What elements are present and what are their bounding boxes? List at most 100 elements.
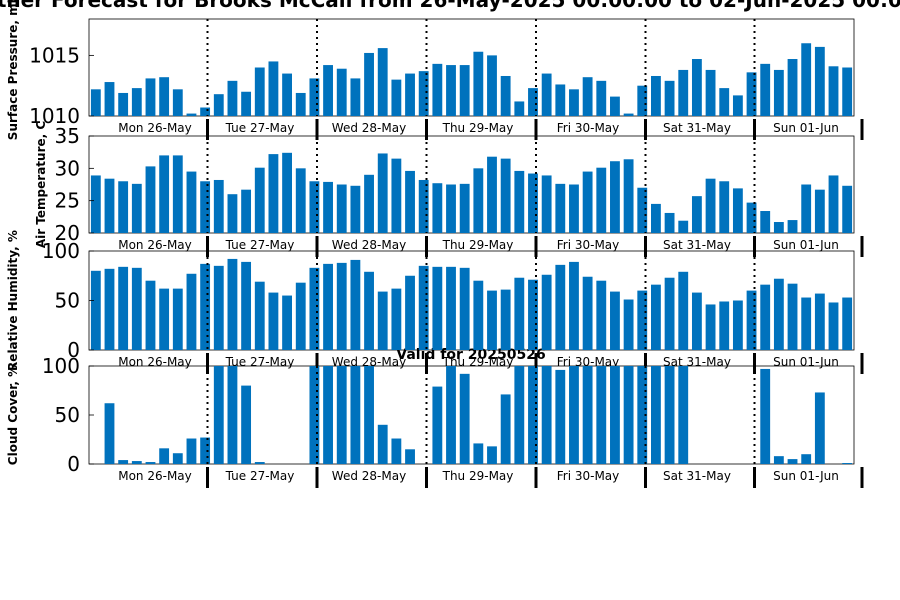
chart-title: Weather Forecast for Brooks McCall from … — [0, 0, 900, 12]
bar — [746, 290, 757, 350]
bar — [104, 403, 115, 464]
bar — [637, 290, 648, 350]
bar — [514, 170, 525, 233]
bar — [405, 449, 415, 464]
bar — [254, 167, 265, 233]
bar — [405, 275, 415, 350]
day-label: Mon 26-May — [118, 355, 192, 369]
bar — [664, 212, 675, 233]
bar — [541, 274, 552, 350]
y-tick-label: 0 — [67, 452, 80, 476]
bar — [118, 181, 129, 233]
day-label: Sun 01-Jun — [773, 121, 839, 135]
bar — [801, 297, 812, 350]
bar — [760, 63, 771, 116]
bar — [446, 266, 456, 350]
bar — [350, 366, 361, 464]
bar — [118, 266, 129, 350]
bar — [678, 220, 689, 233]
bar — [582, 77, 593, 116]
panel-frame — [88, 135, 855, 234]
bar — [610, 161, 620, 233]
panel-2: Mon 26-May Tue 27-May Wed 28-May Thu 29-May… — [34, 121, 864, 257]
bar — [773, 69, 784, 116]
bar — [350, 78, 361, 116]
bar — [651, 366, 661, 464]
bar — [104, 268, 115, 350]
day-label: Mon 26-May — [118, 121, 192, 135]
bar — [459, 267, 470, 350]
bar — [336, 184, 347, 233]
day-label: Sat 31-May — [663, 121, 731, 135]
bar — [569, 89, 579, 116]
bar — [610, 366, 620, 464]
bar — [159, 77, 170, 116]
day-label: Fri 30-May — [557, 469, 620, 483]
bar — [773, 456, 784, 464]
bar — [473, 443, 484, 464]
bar — [446, 184, 456, 233]
bar — [596, 280, 607, 350]
bar — [691, 196, 702, 233]
day-label: Wed 28-May — [332, 121, 406, 135]
bar — [801, 454, 812, 464]
bar — [350, 185, 361, 233]
bar — [814, 293, 825, 350]
bar — [172, 288, 183, 350]
bar — [295, 92, 306, 116]
bar — [487, 446, 497, 464]
day-label: Thu 29-May — [442, 238, 514, 252]
bar — [760, 211, 771, 233]
bar — [541, 366, 552, 464]
bar — [500, 394, 511, 464]
day-label: Thu 29-May — [442, 121, 514, 135]
bar — [432, 63, 443, 116]
bar — [814, 189, 825, 233]
bar — [705, 178, 716, 233]
bar — [787, 459, 798, 464]
bar — [336, 262, 347, 350]
bar — [364, 174, 374, 233]
bar — [746, 72, 757, 116]
bar — [377, 291, 388, 350]
bar — [186, 438, 197, 464]
bar — [705, 304, 716, 350]
bar — [323, 366, 333, 464]
bar — [186, 273, 197, 350]
bar — [282, 152, 292, 233]
bar — [241, 385, 252, 464]
day-label: Fri 30-May — [557, 238, 620, 252]
day-label: Sat 31-May — [663, 238, 731, 252]
bar — [186, 171, 197, 233]
bar — [787, 220, 798, 233]
bar — [555, 183, 566, 233]
bar — [118, 460, 129, 464]
bar — [719, 181, 730, 233]
bar — [582, 366, 593, 464]
bar — [514, 366, 525, 464]
bar — [104, 178, 115, 233]
bar — [719, 301, 730, 350]
bar — [760, 368, 771, 464]
bar — [500, 158, 511, 233]
bar — [773, 222, 784, 233]
bar — [131, 88, 142, 116]
bar — [473, 280, 484, 350]
bar — [678, 271, 689, 350]
bar — [528, 366, 538, 464]
bar — [623, 299, 634, 350]
bar — [432, 183, 443, 233]
bar — [487, 290, 497, 350]
day-label: Mon 26-May — [118, 238, 192, 252]
bar — [528, 173, 538, 233]
bar — [651, 75, 661, 116]
bar — [364, 271, 374, 350]
bar — [487, 156, 497, 233]
bar — [268, 154, 279, 233]
bar — [514, 277, 525, 350]
bar — [104, 82, 115, 116]
bar — [90, 270, 101, 350]
bar — [418, 265, 429, 350]
bar — [746, 202, 757, 233]
